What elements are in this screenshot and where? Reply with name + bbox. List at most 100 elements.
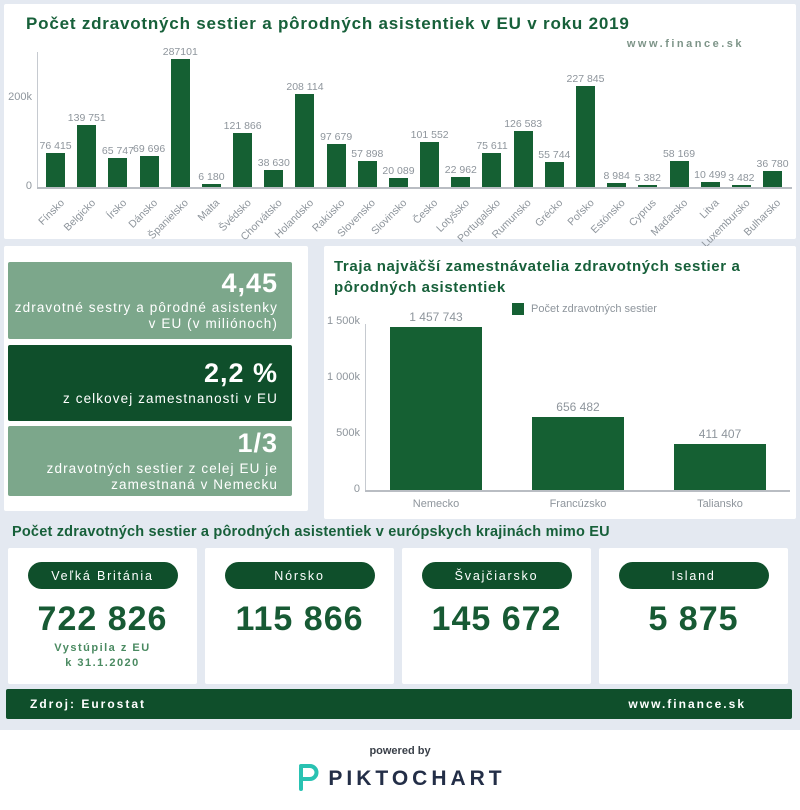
eu-chart-bars: 76 415 139 751 65 747 69 696 287101 6 180 121 … xyxy=(40,46,789,187)
bar-value-label: 10 499 xyxy=(694,169,727,182)
bar-value-label: 101 552 xyxy=(410,128,449,141)
country-value: 5 875 xyxy=(648,600,739,638)
eu-chart-categories: Fínsko Belgicko Írsko Dánsko Španielsko Malta… xyxy=(36,193,788,250)
bar-slot: 55 744 xyxy=(538,149,571,187)
stat-value: 4,45 xyxy=(221,267,278,298)
bar-slot: 69 696 xyxy=(133,143,166,187)
bar-slot: 58 169 xyxy=(662,148,696,187)
stat-description: z celkovej zamestnanosti v EU xyxy=(63,390,278,406)
bar xyxy=(388,178,408,187)
legend-swatch xyxy=(512,303,524,315)
bar xyxy=(731,185,751,187)
bar xyxy=(576,85,595,187)
y-tick-label: 1 000k xyxy=(326,371,360,383)
x-axis-line xyxy=(365,490,790,492)
country-value: 115 866 xyxy=(235,600,364,638)
chart-title: Traja najväčší zamestnávatelia zdravotný… xyxy=(334,258,741,296)
x-axis-line xyxy=(37,187,792,189)
bar-value-label: 75 611 xyxy=(476,140,508,153)
source-label: Zdroj: Eurostat xyxy=(30,697,146,711)
site-label: www.finance.sk xyxy=(628,697,746,711)
bar-value-label: 58 169 xyxy=(662,148,696,161)
bar-category-label: Litva xyxy=(697,197,722,222)
bar-category-label: Írsko xyxy=(104,197,129,222)
country-badge: Nórsko xyxy=(224,562,375,589)
bar-slot: 75 611 xyxy=(476,140,508,187)
bar-value-label: 656 482 xyxy=(556,399,600,414)
chart-legend: Počet zdravotných sestier xyxy=(512,303,657,315)
site-watermark: www.finance.sk xyxy=(626,38,744,50)
bar-slot: 3 482 xyxy=(726,172,757,187)
bar-category-label: Malta xyxy=(195,197,223,224)
bar-slot: 22 962 xyxy=(445,164,477,187)
bar-category-label: Francúzsko xyxy=(549,498,607,510)
stat-description: zdravotné sestry a pôrodné asistenky v E… xyxy=(14,300,278,332)
top3-chart-categories: Nemecko Francúzsko Taliansko xyxy=(365,498,791,510)
bar xyxy=(139,156,159,187)
stat-box-millions: 4,45 zdravotné sestry a pôrodné asistenk… xyxy=(8,262,292,339)
bar-slot: 101 552 xyxy=(411,129,449,187)
bar xyxy=(108,157,128,187)
top3-bar-chart: 1 500k 1 000k 500k 0 1 457 743 656 482 411 40… xyxy=(324,310,796,518)
bar-value-label: 3 482 xyxy=(728,172,755,184)
bar xyxy=(482,153,502,187)
bar-slot: 227 845 xyxy=(567,73,605,187)
bar-value-label: 139 751 xyxy=(67,111,106,124)
bar xyxy=(390,326,482,490)
piktochart-icon xyxy=(294,762,319,796)
bar-value-label: 411 407 xyxy=(698,426,742,441)
bar-value-label: 126 583 xyxy=(504,117,543,130)
bar-category-label: Grécko xyxy=(532,197,566,230)
bar-slot: 76 415 xyxy=(40,140,72,187)
top3-chart-panel: Traja najväčší zamestnávatelia zdravotný… xyxy=(324,246,796,519)
bar-slot: 65 747 xyxy=(101,144,134,187)
footer-bar: Zdroj: Eurostat www.finance.sk xyxy=(6,689,792,719)
stats-panel: 4,45 zdravotné sestry a pôrodné asistenk… xyxy=(4,246,308,511)
bar xyxy=(295,94,315,187)
bar xyxy=(420,141,440,187)
bar-value-label: 69 696 xyxy=(133,143,166,155)
category-cell: Bulharsko xyxy=(742,193,788,245)
brand-name: PIKTOCHART xyxy=(328,767,506,790)
y-tick-label: 200k xyxy=(8,91,32,103)
section-title-outside-eu: Počet zdravotných sestier a pôrodných as… xyxy=(12,524,610,540)
bar-value-label: 227 845 xyxy=(566,72,605,85)
y-tick-label: 500k xyxy=(336,427,360,439)
bar-value-label: 38 630 xyxy=(257,156,290,169)
bar xyxy=(451,176,471,187)
country-card-iceland: Island 5 875 xyxy=(599,548,788,684)
brand-band: powered by PIKTOCHART xyxy=(0,730,800,810)
category-cell: Španielsko xyxy=(146,193,196,245)
y-axis-line xyxy=(365,324,366,490)
bar-value-label: 1 457 743 xyxy=(409,309,463,324)
bar-slot: 36 780 xyxy=(756,158,789,187)
top3-chart-bars: 1 457 743 656 482 411 407 xyxy=(365,310,791,490)
bar-value-label: 287101 xyxy=(162,46,198,59)
bar xyxy=(357,161,377,187)
bar-slot: 208 114 xyxy=(286,81,324,187)
legend-label: Počet zdravotných sestier xyxy=(531,303,657,315)
bar-value-label: 208 114 xyxy=(286,81,324,94)
country-badge: Island xyxy=(618,562,769,589)
bar-value-label: 55 744 xyxy=(538,149,571,162)
bar xyxy=(264,169,284,187)
powered-by-label: powered by xyxy=(369,745,431,757)
country-value: 722 826 xyxy=(37,600,168,638)
bar-category-label: Nemecko xyxy=(412,498,460,510)
stat-description: zdravotných sestier z celej EU je zamest… xyxy=(46,460,278,492)
bar-slot: 20 089 xyxy=(382,165,415,187)
bar-slot: 97 679 xyxy=(320,130,353,187)
stat-value: 2,2 % xyxy=(203,358,278,389)
bar-value-label: 97 679 xyxy=(320,130,353,143)
country-note-line1: Vystúpila z EU xyxy=(54,642,151,654)
category-cell: Belgicko xyxy=(61,193,102,245)
bar xyxy=(77,124,97,187)
bar xyxy=(201,184,221,187)
bar-value-label: 20 089 xyxy=(382,165,415,178)
bar-value-label: 121 866 xyxy=(223,119,262,132)
bar xyxy=(607,183,627,187)
bar-value-label: 65 747 xyxy=(101,144,134,157)
country-note: Vystúpila z EU k 31.1.2020 xyxy=(8,641,197,671)
bar-category-label: Taliansko xyxy=(697,498,743,510)
eu-chart-panel: Počet zdravotných sestier a pôrodných as… xyxy=(4,4,796,250)
